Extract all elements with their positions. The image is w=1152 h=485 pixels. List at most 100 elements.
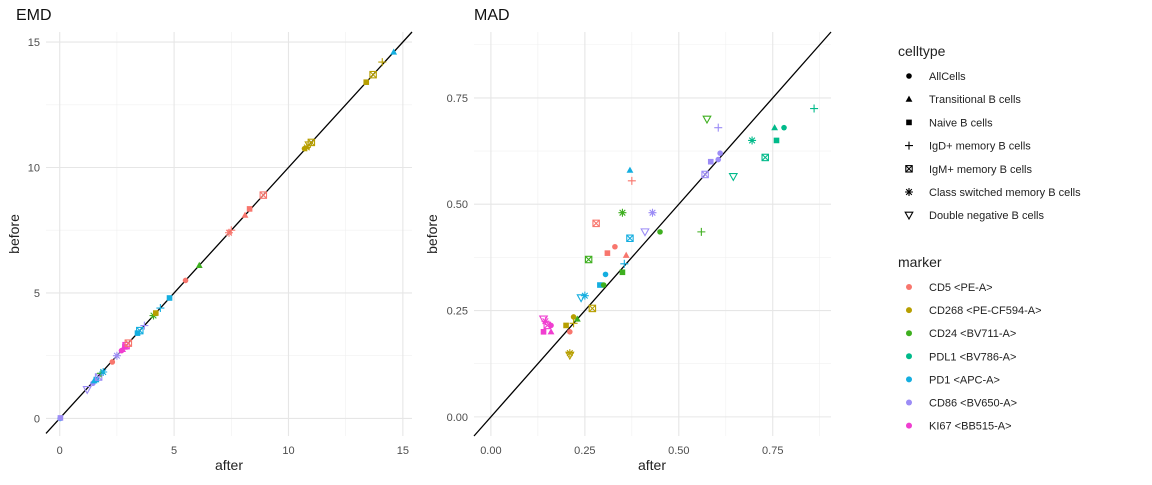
emd-point-pd1-apc-a-naive-b-cells [166, 295, 173, 301]
emd-point-cd24-bv711-a-transitional-b-cells [195, 261, 203, 268]
emd-point-cd268-pe-cf594-a-igd-memory-b-cells [378, 58, 387, 67]
mad-point-cd86-bv650-a-naive-b-cells [707, 158, 714, 165]
emd-point-cd5-pe-a-allcells [109, 359, 116, 365]
mad-point-cd268-pe-cf594-a-double-negative-b-cells [565, 351, 575, 361]
mad-point-cd5-pe-a-transitional-b-cells [622, 251, 630, 258]
emd-title: EMD [16, 7, 52, 24]
emd-point-cd5-pe-a-class-switched-memory-b-cells [225, 228, 233, 237]
legend-celltype-items: AllCells Transitional B cells Naive B cell… [904, 71, 1081, 222]
mad-identity-line [473, 31, 832, 437]
emd-x-tick-label: 0 [57, 445, 63, 457]
legend-celltype-symbol-asterisk [905, 188, 913, 196]
legend-marker-swatch [906, 307, 912, 314]
emd-y-tick-label: 5 [34, 288, 40, 300]
mad-point-ki67-bb515-a-allcells [548, 322, 554, 329]
legend-celltype-allcells: AllCells [906, 71, 966, 83]
mad-x-ticks: 0.00 0.25 0.50 0.75 [480, 445, 783, 457]
emd-panel: EMD 0 5 10 15 0 5 10 15 after before [6, 7, 413, 473]
legend-celltype-label: Double negative B cells [929, 210, 1044, 222]
mad-point-cd86-bv650-a-igm-memory-b-cells [701, 170, 709, 179]
emd-point-cd5-pe-a-igm-memory-b-cells [124, 339, 133, 347]
mad-point-cd86-bv650-a-igd-memory-b-cells [714, 123, 723, 132]
emd-grid [46, 32, 412, 436]
mad-y-tick-label: 0.25 [447, 306, 468, 318]
legend-marker-swatch [906, 399, 912, 406]
legend-marker-swatch [906, 284, 912, 290]
emd-point-cd86-bv650-a-class-switched-memory-b-cells [112, 351, 121, 360]
emd-point-cd268-pe-cf594-a-naive-b-cells [363, 79, 370, 85]
legend-marker-cd268-pe-cf594-a: CD268 <PE-CF594-A> [906, 305, 1042, 317]
mad-point-cd24-bv711-a-allcells [657, 229, 663, 235]
legend-celltype-symbol-triangle [905, 95, 913, 102]
legend-marker-label: KI67 <BB515-A> [929, 421, 1012, 433]
mad-point-cd24-bv711-a-naive-b-cells [619, 269, 626, 276]
legend-marker-cd24-bv711-a: CD24 <BV711-A> [906, 328, 1016, 340]
emd-y-ticks: 0 5 10 15 [28, 37, 40, 425]
mad-point-cd24-bv711-a-class-switched-memory-b-cells [618, 208, 627, 217]
emd-x-tick-label: 5 [171, 445, 177, 457]
mad-point-cd24-bv711-a-double-negative-b-cells [702, 115, 712, 125]
mad-point-pd1-apc-a-igd-memory-b-cells [620, 259, 629, 268]
mad-point-cd24-bv711-a-transitional-b-cells [573, 315, 581, 322]
emd-point-cd86-bv650-a-double-negative-b-cells [82, 386, 92, 395]
mad-point-pd1-apc-a-allcells [602, 271, 609, 278]
legend-celltype-igd-memory-b-cells: IgD+ memory B cells [905, 141, 1031, 153]
emd-point-cd268-pe-cf594-a-igm-memory-b-cells [369, 70, 377, 79]
mad-point-ki67-bb515-a-class-switched-memory-b-cells [541, 317, 550, 326]
mad-point-cd268-pe-cf594-a-igm-memory-b-cells [588, 304, 597, 313]
mad-point-pdl1-bv786-a-double-negative-b-cells [728, 173, 739, 182]
mad-point-cd5-pe-a-allcells [567, 329, 573, 335]
legend-celltype-symbol-boxx [905, 165, 913, 173]
mad-y-axis-title: before [424, 214, 440, 254]
emd-point-pd1-apc-a-class-switched-memory-b-cells [99, 368, 108, 377]
mad-point-cd268-pe-cf594-a-igd-memory-b-cells [569, 319, 578, 328]
mad-point-cd86-bv650-a-allcells [717, 150, 723, 156]
mad-point-pdl1-bv786-a-class-switched-memory-b-cells [748, 136, 757, 145]
mad-point-pdl1-bv786-a-allcells [781, 124, 787, 131]
emd-point-cd5-pe-a-allcells [182, 277, 189, 284]
mad-point-ki67-bb515-a-naive-b-cells [540, 329, 547, 335]
legend-marker-items: CD5 <PE-A> CD268 <PE-CF594-A> CD24 <BV711-… [906, 282, 1042, 433]
emd-point-pd1-apc-a-igm-memory-b-cells [136, 326, 144, 335]
emd-x-ticks: 0 5 10 15 [57, 445, 409, 457]
mad-point-cd86-bv650-a-double-negative-b-cells [640, 228, 650, 237]
mad-title: MAD [474, 7, 510, 24]
emd-point-cd268-pe-cf594-a-class-switched-memory-b-cells [302, 143, 311, 152]
legend-marker-swatch [906, 353, 912, 360]
mad-point-cd5-pe-a-naive-b-cells [604, 250, 611, 256]
emd-point-cd86-bv650-a-igd-memory-b-cells [140, 321, 149, 330]
legend-celltype-symbol-circle [906, 73, 912, 79]
legend-marker-title: marker [898, 254, 942, 270]
mad-x-tick-label: 0.50 [668, 445, 689, 457]
mad-point-pd1-apc-a-naive-b-cells [597, 282, 603, 288]
mad-point-cd268-pe-cf594-a-naive-b-cells [563, 322, 569, 329]
legend-marker-ki67-bb515-a: KI67 <BB515-A> [906, 421, 1012, 433]
legend: celltype AllCells Transitional B cells Nai… [898, 43, 1081, 433]
mad-y-tick-label: 0.50 [447, 199, 468, 211]
mad-point-cd86-bv650-a-class-switched-memory-b-cells [648, 208, 657, 217]
legend-marker-swatch [906, 330, 912, 337]
legend-celltype-double-negative-b-cells: Double negative B cells [904, 210, 1044, 222]
legend-marker-cd86-bv650-a: CD86 <BV650-A> [906, 398, 1017, 410]
mad-point-pd1-apc-a-transitional-b-cells [626, 166, 634, 173]
mad-point-ki67-bb515-a-transitional-b-cells [547, 328, 555, 335]
mad-point-cd86-bv650-a-allcells [715, 156, 722, 163]
legend-celltype-symbol-square [906, 119, 912, 126]
emd-x-tick-label: 15 [397, 445, 409, 457]
legend-celltype-label: Transitional B cells [929, 94, 1021, 106]
emd-point-cd5-pe-a-naive-b-cells [246, 206, 253, 212]
legend-marker-swatch [906, 376, 912, 383]
mad-point-pdl1-bv786-a-igd-memory-b-cells [810, 104, 819, 113]
legend-marker-label: PDL1 <BV786-A> [929, 351, 1016, 363]
emd-x-tick-label: 10 [282, 445, 294, 457]
legend-celltype-label: AllCells [929, 71, 966, 83]
mad-x-tick-label: 0.00 [480, 445, 501, 457]
emd-point-cd268-pe-cf594-a-naive-b-cells [153, 310, 159, 316]
mad-point-cd5-pe-a-igm-memory-b-cells [592, 219, 600, 228]
mad-point-cd5-pe-a-igd-memory-b-cells [627, 176, 636, 185]
legend-celltype-transitional-b-cells: Transitional B cells [905, 94, 1021, 106]
legend-celltype-label: IgD+ memory B cells [929, 141, 1031, 153]
mad-panel: MAD 0.00 0.25 0.50 0.75 0.00 0.25 0.50 0.75 af… [424, 7, 832, 473]
